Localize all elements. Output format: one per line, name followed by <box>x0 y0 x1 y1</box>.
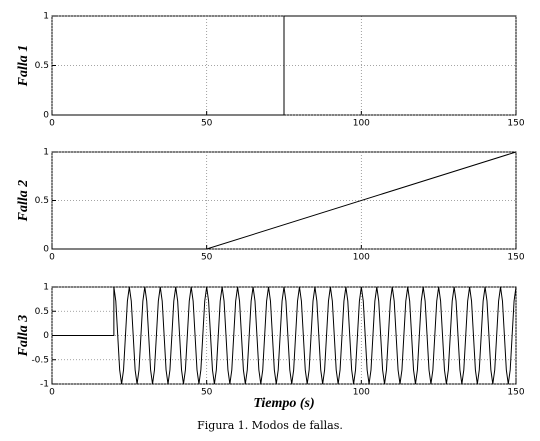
x-tick-label: 50 <box>201 388 213 398</box>
y-tick-label: 0 <box>43 245 49 255</box>
data-line <box>52 15 516 116</box>
y-tick-label: 0.5 <box>35 196 49 206</box>
y-tick-label: 0 <box>43 111 49 121</box>
y-tick-label: 0.5 <box>35 61 49 71</box>
y-tick-label: 0.5 <box>35 307 49 317</box>
y-tick-label: 1 <box>43 148 49 158</box>
x-tick-label: 100 <box>353 119 370 129</box>
x-tick-label: 0 <box>49 388 55 398</box>
y-axis-label: Falla 1 <box>16 45 31 88</box>
x-tick-label: 0 <box>49 119 55 129</box>
x-tick-label: 150 <box>507 119 524 129</box>
y-tick-label: 1 <box>43 283 49 293</box>
y-tick-label: 0 <box>43 331 49 341</box>
x-tick-label: 0 <box>49 253 55 263</box>
x-tick-label: 100 <box>353 253 370 263</box>
y-tick-label: -0.5 <box>31 355 49 365</box>
caption: Figura 1. Modos de fallas. <box>197 419 343 432</box>
x-tick-label: 50 <box>201 119 213 129</box>
y-axis-label: Falla 2 <box>16 180 31 223</box>
x-axis-label: Tiempo (s) <box>253 396 314 411</box>
data-line <box>52 286 517 385</box>
y-axis-label: Falla 3 <box>16 315 31 358</box>
data-line <box>52 151 517 250</box>
x-tick-label: 150 <box>507 253 524 263</box>
x-tick-label: 50 <box>201 253 213 263</box>
x-tick-label: 100 <box>353 388 370 398</box>
y-tick-label: -1 <box>40 380 49 390</box>
y-tick-label: 1 <box>43 12 49 22</box>
x-tick-label: 150 <box>507 388 524 398</box>
